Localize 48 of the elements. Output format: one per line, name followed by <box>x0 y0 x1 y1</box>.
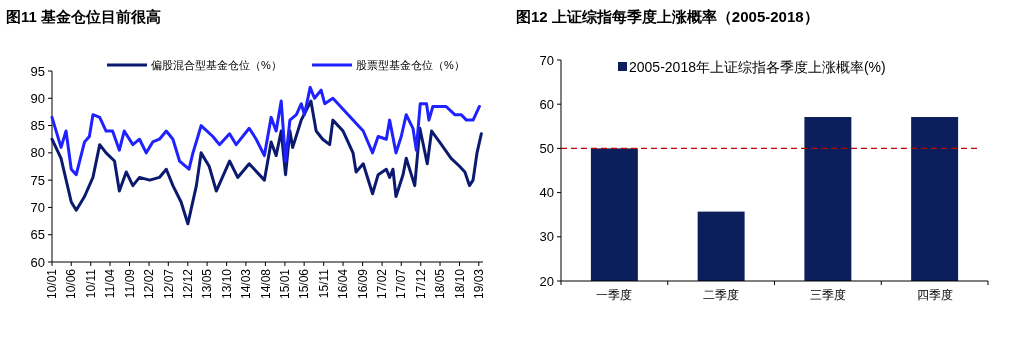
y-tick-label: 85 <box>30 118 45 134</box>
line-series <box>50 85 481 177</box>
x-tick-label: 13/10 <box>219 268 234 300</box>
y-tick-label: 60 <box>539 96 554 112</box>
y-tick-label: 60 <box>30 254 45 270</box>
x-tick-label: 14/08 <box>258 268 273 300</box>
y-tick-label: 70 <box>539 52 554 68</box>
line-series <box>50 99 483 226</box>
legend-label: 偏股混合型基金仓位（%） <box>151 58 282 71</box>
x-tick-label: 12/02 <box>142 268 157 300</box>
y-tick-label: 20 <box>539 273 554 289</box>
x-tick-label: 三季度 <box>809 288 846 302</box>
y-tick-label: 90 <box>30 90 45 106</box>
x-tick-label: 17/02 <box>375 268 390 300</box>
legend-label: 股票型基金仓位（%） <box>356 58 465 71</box>
x-tick-label: 14/03 <box>239 268 254 300</box>
y-tick-label: 75 <box>30 172 45 188</box>
x-tick-label: 16/04 <box>336 268 351 300</box>
x-tick-label: 12/12 <box>181 268 196 300</box>
y-tick-label: 65 <box>30 227 45 243</box>
x-tick-label: 一季度 <box>596 288 633 302</box>
y-tick-label: 95 <box>30 63 45 79</box>
x-tick-label: 15/11 <box>316 268 331 299</box>
x-tick-label: 10/01 <box>45 268 60 300</box>
x-tick-label: 19/03 <box>471 268 486 300</box>
y-tick-label: 50 <box>539 140 554 156</box>
x-tick-label: 11/04 <box>103 268 118 299</box>
x-tick-label: 二季度 <box>703 288 740 302</box>
x-tick-label: 18/05 <box>433 268 448 300</box>
chart-title: 图12 上证综指每季度上涨概率（2005-2018） <box>516 8 819 25</box>
x-tick-label: 15/01 <box>278 268 293 300</box>
x-tick-label: 17/07 <box>394 268 409 300</box>
y-tick-label: 40 <box>539 185 554 201</box>
x-tick-label: 15/06 <box>297 268 312 300</box>
x-tick-label: 18/10 <box>452 268 467 300</box>
x-tick-label: 17/12 <box>413 268 428 300</box>
x-tick-label: 11/09 <box>122 268 137 299</box>
y-tick-label: 30 <box>539 229 554 245</box>
y-tick-label: 70 <box>30 199 45 215</box>
chart-title: 图11 基金仓位目前很高 <box>6 8 162 25</box>
x-tick-label: 12/07 <box>161 268 176 300</box>
legend-label: 2005-2018年上证综指各季度上涨概率(%) <box>629 58 886 75</box>
y-tick-label: 80 <box>30 145 45 161</box>
x-tick-label: 10/11 <box>83 268 98 299</box>
x-tick-label: 四季度 <box>916 288 953 302</box>
x-tick-label: 10/06 <box>64 268 79 300</box>
x-tick-label: 16/09 <box>355 268 370 300</box>
x-tick-label: 13/05 <box>200 268 215 300</box>
